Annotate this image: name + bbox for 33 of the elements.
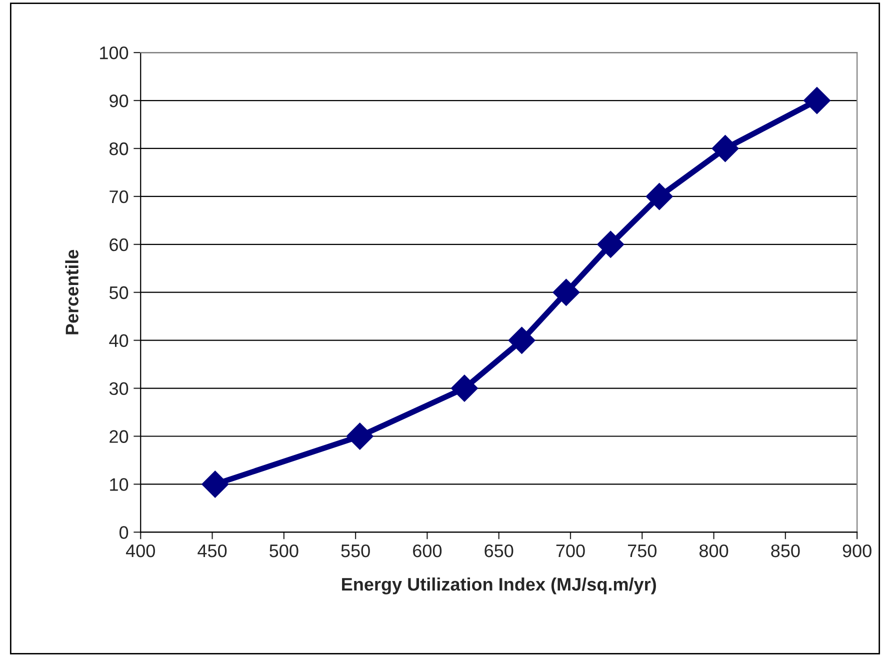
x-tick-label: 800	[700, 544, 728, 558]
y-tick-label: 60	[110, 238, 128, 252]
x-tick-label: 400	[126, 544, 155, 558]
x-tick-label: 450	[198, 544, 227, 558]
point	[712, 135, 739, 162]
x-tick-label: 850	[771, 544, 800, 558]
y-tick-label: 50	[109, 286, 128, 300]
x-tick-label: 700	[556, 544, 585, 558]
x-tick-label: 600	[413, 544, 442, 558]
y-tick-label: 10	[110, 478, 128, 491]
y-tick-label: 40	[109, 334, 128, 348]
point	[508, 326, 536, 354]
x-tick-label: 500	[270, 544, 298, 558]
point	[803, 87, 830, 114]
point	[450, 374, 478, 402]
y-tick-label: 90	[110, 94, 128, 108]
y-tick-label: 70	[110, 190, 128, 204]
y-axis-title: Percentile	[65, 250, 78, 334]
x-tick-label: 650	[484, 544, 514, 558]
point	[346, 422, 374, 450]
y-tick-label: 0	[119, 526, 128, 539]
y-tick-label: 80	[110, 142, 128, 156]
point	[646, 182, 673, 210]
y-tick-label: 100	[100, 46, 128, 60]
x-axis-title: Energy Utilization Index (MJ/sq.m/yr)	[342, 577, 656, 594]
y-tick-label: 20	[110, 430, 128, 443]
x-tick-label: 750	[628, 544, 656, 558]
y-tick-label: 30	[109, 382, 128, 396]
x-tick-label: 550	[341, 544, 370, 558]
point	[202, 470, 229, 498]
point	[552, 278, 580, 306]
x-tick-label: 900	[842, 544, 872, 558]
point	[597, 230, 624, 258]
